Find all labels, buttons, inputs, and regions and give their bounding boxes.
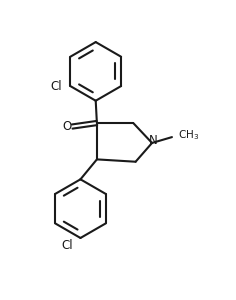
Text: CH$_3$: CH$_3$ <box>178 128 199 142</box>
Text: Cl: Cl <box>51 80 62 93</box>
Text: O: O <box>63 120 72 133</box>
Text: Cl: Cl <box>62 238 73 251</box>
Text: N: N <box>149 134 158 147</box>
